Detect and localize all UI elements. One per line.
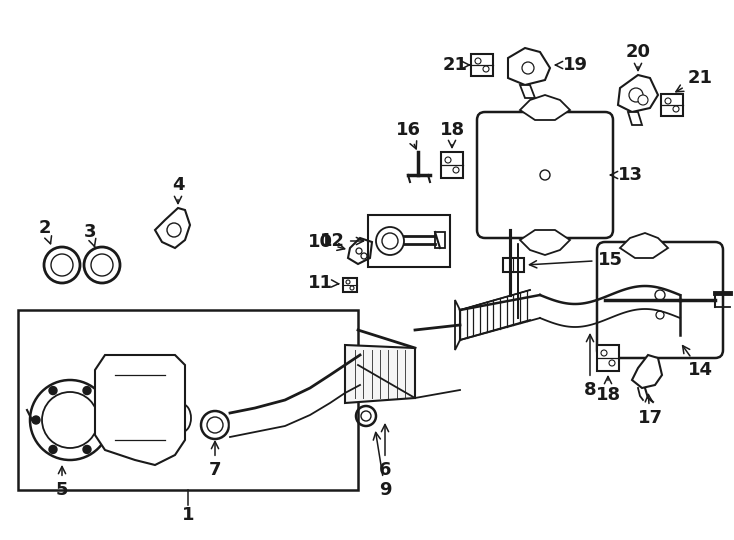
Text: 20: 20 [625,43,650,71]
Circle shape [483,66,489,72]
Circle shape [453,167,459,173]
Text: 19: 19 [556,56,587,74]
Polygon shape [343,278,357,292]
Text: 18: 18 [440,121,465,147]
Circle shape [638,95,648,105]
Text: 14: 14 [683,346,713,379]
Text: 2: 2 [39,219,51,244]
Polygon shape [520,85,535,98]
Circle shape [100,416,108,424]
Circle shape [601,350,607,356]
Circle shape [609,360,615,366]
Text: 12: 12 [320,232,363,250]
Polygon shape [540,286,680,327]
Circle shape [49,387,57,395]
Polygon shape [597,345,619,371]
Polygon shape [628,112,642,125]
Polygon shape [95,355,185,465]
Text: 10: 10 [308,233,345,251]
Polygon shape [435,232,445,248]
Polygon shape [155,208,190,248]
Circle shape [475,58,481,64]
Text: 17: 17 [638,395,663,427]
Circle shape [655,290,665,300]
Circle shape [361,253,367,259]
Circle shape [540,170,550,180]
Circle shape [32,416,40,424]
Text: 15: 15 [529,251,622,269]
Text: 9: 9 [374,433,391,499]
Polygon shape [632,355,662,388]
Text: 18: 18 [595,376,620,404]
Polygon shape [661,94,683,116]
Circle shape [656,311,664,319]
Bar [18,310,358,490]
Circle shape [673,106,679,112]
Text: 8: 8 [584,334,596,399]
Polygon shape [520,95,570,120]
Text: 21: 21 [443,56,470,74]
Text: 16: 16 [396,121,421,149]
Bar [368,215,450,267]
Text: 11: 11 [308,274,339,292]
Polygon shape [520,230,570,255]
Circle shape [665,98,671,104]
Text: 4: 4 [172,176,184,204]
Polygon shape [441,152,463,178]
Text: 13: 13 [611,166,642,184]
Polygon shape [503,258,524,272]
Polygon shape [345,345,415,403]
Text: 5: 5 [56,467,68,499]
Circle shape [83,446,91,454]
Polygon shape [348,238,372,264]
Text: 7: 7 [208,442,221,479]
Polygon shape [618,75,658,112]
Circle shape [49,446,57,454]
Polygon shape [455,300,460,350]
Circle shape [629,88,643,102]
Text: 6: 6 [379,424,391,479]
Text: 3: 3 [84,223,96,247]
Circle shape [83,387,91,395]
Polygon shape [620,233,668,258]
Polygon shape [471,54,493,76]
Circle shape [350,286,354,290]
Circle shape [346,280,350,284]
Text: 1: 1 [182,506,195,524]
Text: 21: 21 [676,69,713,92]
Circle shape [522,62,534,74]
Circle shape [445,157,451,163]
Polygon shape [508,48,550,85]
Circle shape [356,248,362,254]
